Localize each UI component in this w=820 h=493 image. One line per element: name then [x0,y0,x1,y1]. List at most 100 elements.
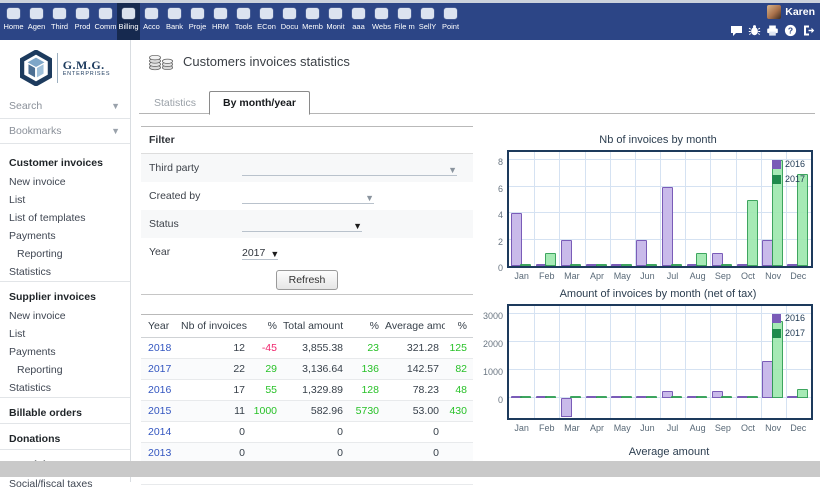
menu-label: Monit [326,22,344,31]
cell-0: 2014 [141,426,181,438]
menu-monit[interactable]: Monit [324,3,347,40]
pct-value: 23 [367,342,379,354]
menu-webs[interactable]: Webs [370,3,393,40]
sidebar-item-social-fiscal-taxes[interactable]: Social/fiscal taxes [0,475,130,493]
menu-agen[interactable]: Agen [25,3,48,40]
year-link-2017[interactable]: 2017 [148,363,171,375]
horizontal-scrollbar[interactable] [0,461,820,477]
sidebar-item-new-invoice[interactable]: New invoice [0,307,130,325]
y-tick-label: 4 [479,210,503,220]
x-tick-label: Jan [509,423,534,433]
sidebar-item-payments[interactable]: Payments [0,227,130,245]
menu-file-m[interactable]: File m [393,3,416,40]
menu-home[interactable]: Home [2,3,25,40]
menu-billing[interactable]: Billing [117,3,140,40]
x-tick-label: Jul [660,423,685,433]
y-tick-label: 2000 [479,339,503,349]
user-menu[interactable]: Karen [767,5,815,19]
cell-6: 430 [445,405,473,417]
bar-2016-Jul [662,187,673,266]
menu-tools[interactable]: Tools [232,3,255,40]
menu-hrm[interactable]: HRM [209,3,232,40]
legend-label: 2016 [785,313,805,323]
menu-aaa[interactable]: aaa [347,3,370,40]
logo-divider [57,53,58,83]
filter-panel: Filter Third party▼Created by▼Status▼Yea… [141,126,473,295]
bar-2017-Sep [721,264,732,266]
header--4: % [349,320,385,332]
year-link-2014[interactable]: 2014 [148,426,171,438]
agenda-icon [30,8,43,19]
menu-econ[interactable]: ECon [255,3,278,40]
cell-4: 5730 [349,405,385,417]
filter-header: Filter [141,127,473,154]
menu-memb[interactable]: Memb [301,3,324,40]
x-tick-label: May [610,423,635,433]
gridline [585,306,586,418]
cell-0: 2015 [141,405,181,417]
sidebar-item-list[interactable]: List [0,191,130,209]
pct-value: 1000 [254,405,277,417]
menu-docu[interactable]: Docu [278,3,301,40]
bug-icon[interactable] [748,24,761,37]
pct-value: 82 [455,363,467,375]
bookmarks-dropdown[interactable]: Bookmarks ▼ [0,119,130,143]
sidebar-item-payments[interactable]: Payments [0,343,130,361]
header--6: % [445,320,473,332]
bar-2017-Oct [747,200,758,266]
gridline [710,306,711,418]
menu-proje[interactable]: Proje [186,3,209,40]
filter-rows: Third party▼Created by▼Status▼Year2017▼ [141,154,473,266]
sidebar-item-statistics[interactable]: Statistics [0,263,130,281]
x-tick-label: Jun [635,423,660,433]
tab-statistics[interactable]: Statistics [141,92,209,114]
sidebar-item-reporting[interactable]: Reporting [0,361,130,379]
hrm-icon [214,8,227,19]
sidebar-item-list-of-templates[interactable]: List of templates [0,209,130,227]
chart-area: 0246820162017 [479,150,815,268]
table-row-2014: 2014000 [141,422,473,443]
search-dropdown[interactable]: Search ▼ [0,94,130,118]
chat-icon[interactable] [730,24,743,37]
print-icon[interactable] [766,24,779,37]
pct-value: 29 [265,363,277,375]
pos-icon [444,8,457,19]
sidebar-item-new-invoice[interactable]: New invoice [0,173,130,191]
year-link-2018[interactable]: 2018 [148,342,171,354]
menu-acco[interactable]: Acco [140,3,163,40]
menu-label: Webs [372,22,391,31]
sidebar-item-statistics[interactable]: Statistics [0,379,130,397]
menu-label: Prod [75,22,91,31]
menu-comm[interactable]: Comm [94,3,117,40]
y-axis-labels: 02468 [479,150,507,268]
created-by-select[interactable]: ▼ [242,188,374,204]
tab-by-month-year[interactable]: By month/year [209,91,310,115]
year-link-2016[interactable]: 2016 [148,384,171,396]
menu-third[interactable]: Third [48,3,71,40]
header-total-amount-3: Total amount [283,320,349,332]
sidebar-item-list[interactable]: List [0,325,130,343]
menu-bank[interactable]: Bank [163,3,186,40]
menu-point[interactable]: Point [439,3,462,40]
bar-2017-Aug [696,253,707,266]
header-nb-of-invoices-1: Nb of invoices [181,320,251,332]
menu-label: File m [394,22,414,31]
y-tick-label: 2 [479,237,503,247]
pct-value: 128 [361,384,379,396]
x-tick-label: Feb [534,423,559,433]
help-icon[interactable]: ? [784,24,797,37]
sidebar-item-reporting[interactable]: Reporting [0,245,130,263]
year-select[interactable]: 2017▼ [242,244,278,260]
year-link-2015[interactable]: 2015 [148,405,171,417]
year-link-2013[interactable]: 2013 [148,447,171,459]
menu-prod[interactable]: Prod [71,3,94,40]
pct-value: 430 [449,405,467,417]
status-select[interactable]: ▼ [242,216,362,232]
pct-value: 5730 [356,405,379,417]
chevron-down-icon: ▼ [111,126,120,136]
refresh-button[interactable]: Refresh [276,270,339,290]
menu-selly[interactable]: SellY [416,3,439,40]
third-party-select[interactable]: ▼ [242,160,457,176]
ecommerce-icon [260,8,273,19]
logout-icon[interactable] [802,24,815,37]
